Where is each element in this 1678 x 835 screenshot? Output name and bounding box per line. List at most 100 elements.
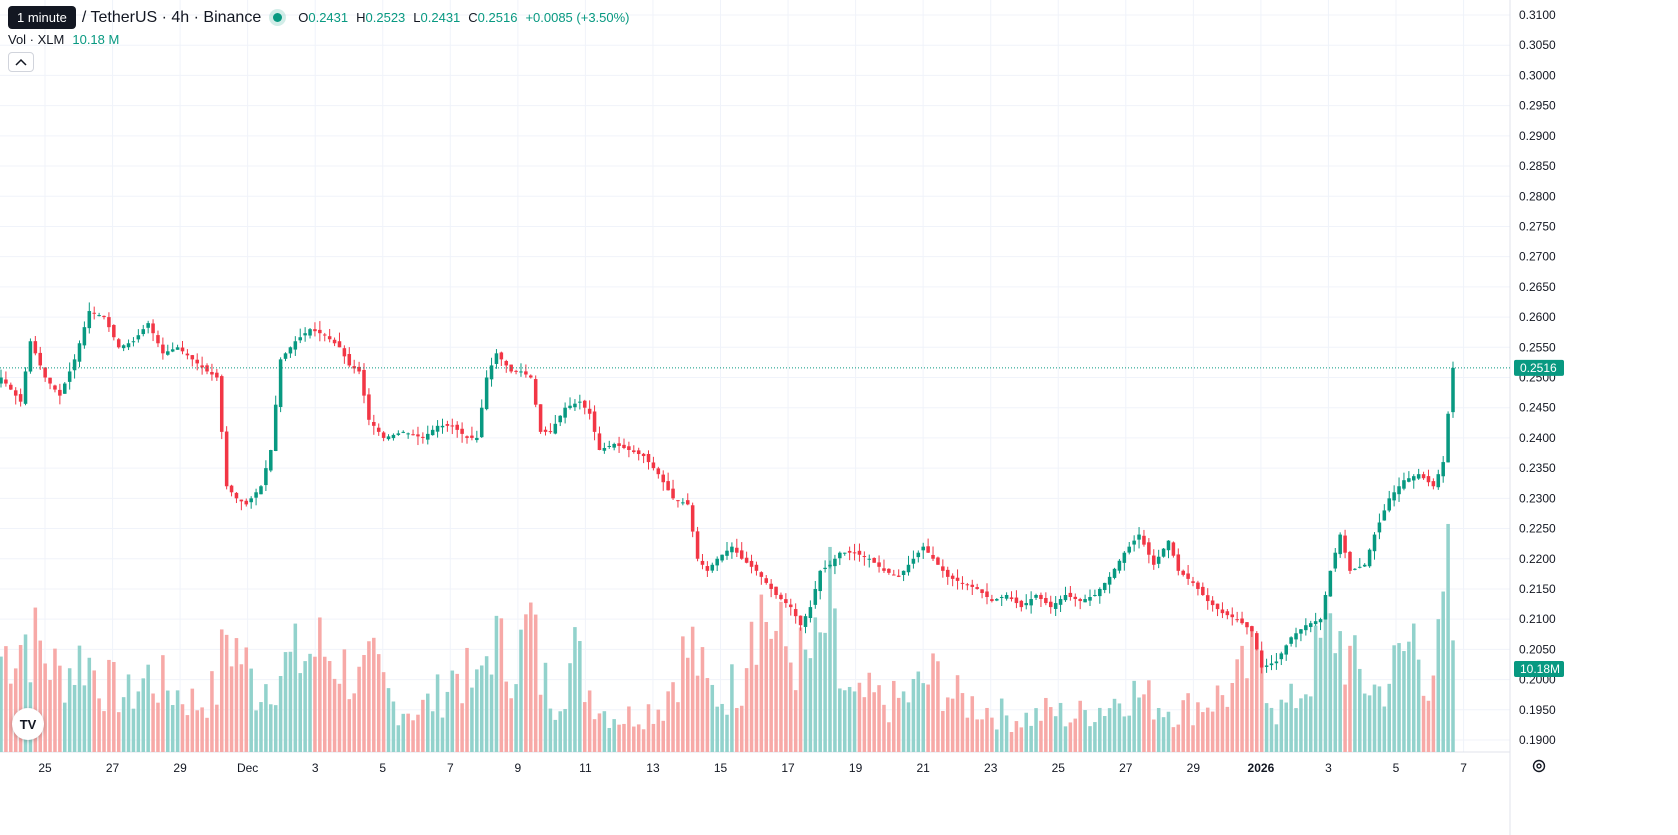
price-tick-label: 0.2950 [1519,99,1556,113]
candle-body [1137,534,1141,540]
candle-body [465,436,469,438]
candle-body [151,323,155,334]
candle-body [803,616,808,627]
price-tick-label: 0.3100 [1519,8,1556,22]
volume-bar [568,663,572,752]
candle-body [278,359,283,407]
price-tick-label: 0.1950 [1519,703,1556,717]
candle-body [931,554,935,559]
candle-body [1196,582,1200,589]
time-tick-label: 3 [1325,761,1332,775]
volume-bar [1171,727,1176,752]
candle-body [1093,595,1097,597]
candle-body [548,431,553,433]
volume-bar [847,686,852,752]
volume-bar [1156,707,1161,752]
volume-bar [990,717,994,752]
candle-body [568,405,572,409]
volume-bar [1245,678,1249,752]
candle-body [1044,597,1048,604]
volume-bar [1323,613,1328,752]
candle-body [779,594,783,600]
volume-bar [1107,708,1112,752]
time-tick-label: 27 [106,761,120,775]
volume-bar [739,705,744,752]
time-tick-label: 17 [781,761,795,775]
volume-bar [1426,700,1431,752]
candle-body [1053,603,1058,609]
price-tick-label: 0.2250 [1519,522,1556,536]
collapse-legend-button[interactable] [8,52,34,72]
candle-body [9,384,13,390]
time-tick-label: 15 [714,761,728,775]
volume-bar [1264,703,1269,752]
time-tick-label: 2026 [1248,761,1275,775]
volume-bar [1112,698,1117,752]
volume-bar [1402,651,1406,752]
volume-bar [283,652,288,752]
price-tick-label: 0.2600 [1519,310,1556,324]
candle-body [1250,626,1254,632]
candle-body [941,566,945,571]
volume-bar [151,693,155,752]
volume-bar [82,685,87,752]
volume-bar [146,664,150,752]
candle-body [141,329,146,335]
market-status-icon[interactable] [273,13,283,22]
volume-bar [1299,698,1303,752]
candle-body [725,550,729,556]
candle-body [195,359,199,364]
volume-bar [592,719,597,752]
candle-body [921,546,925,551]
time-tick-label: 21 [916,761,930,775]
volume-bar [1353,635,1357,752]
candle-body [156,335,160,344]
candle-body [92,312,96,314]
volume-bar [916,671,921,752]
volume-bar [161,655,165,752]
volume-bar [1073,718,1078,752]
candle-body [1186,573,1190,579]
volume-bar [1191,725,1195,752]
volume-bar [386,688,391,752]
candle-body [661,474,665,483]
candle-body [1235,619,1239,621]
volume-bar [180,704,185,752]
time-tick-label: 29 [173,761,187,775]
volume-bar [892,680,896,752]
candle-body [759,572,764,577]
volume-bar [1240,645,1244,752]
volume-bar [1048,707,1053,752]
candle-body [38,352,43,366]
candle-body [1161,548,1166,557]
candle-body [852,552,857,554]
price-tick-label: 0.2100 [1519,612,1556,626]
volume-bar [33,607,38,752]
candle-body [318,329,322,334]
candle-body [48,377,52,384]
volume-bar [1058,702,1063,752]
candle-body [1122,552,1127,563]
settings-button[interactable] [1530,757,1548,775]
candle-body [1284,645,1288,655]
volume-bar [219,629,224,752]
volume-bar [1279,699,1284,752]
candle-body [1063,595,1068,601]
candle-body [1259,650,1264,668]
volume-bar [1387,683,1391,752]
volume-bar [254,710,258,752]
volume-bar [1250,626,1254,752]
symbol-title[interactable]: / TetherUS · 4h · Binance [81,8,262,26]
volume-bar [288,651,293,752]
candle-body [77,343,82,362]
candle-body [367,394,371,420]
candle-body [1240,618,1244,624]
volume-bar [612,719,616,752]
volume-bar [744,668,749,752]
volume-bar [661,720,665,752]
candle-body [563,407,567,418]
tradingview-logo[interactable]: TV [12,708,44,740]
candle-body [1225,611,1230,616]
candle-body [1166,540,1171,551]
